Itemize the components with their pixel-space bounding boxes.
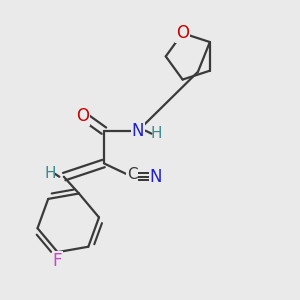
Text: O: O [76, 107, 90, 125]
Text: F: F [53, 252, 62, 270]
Text: N: N [150, 168, 162, 186]
Text: C: C [127, 167, 137, 182]
Text: H: H [150, 126, 162, 141]
Text: O: O [176, 24, 189, 42]
Text: H: H [45, 166, 56, 181]
Text: N: N [132, 122, 144, 140]
